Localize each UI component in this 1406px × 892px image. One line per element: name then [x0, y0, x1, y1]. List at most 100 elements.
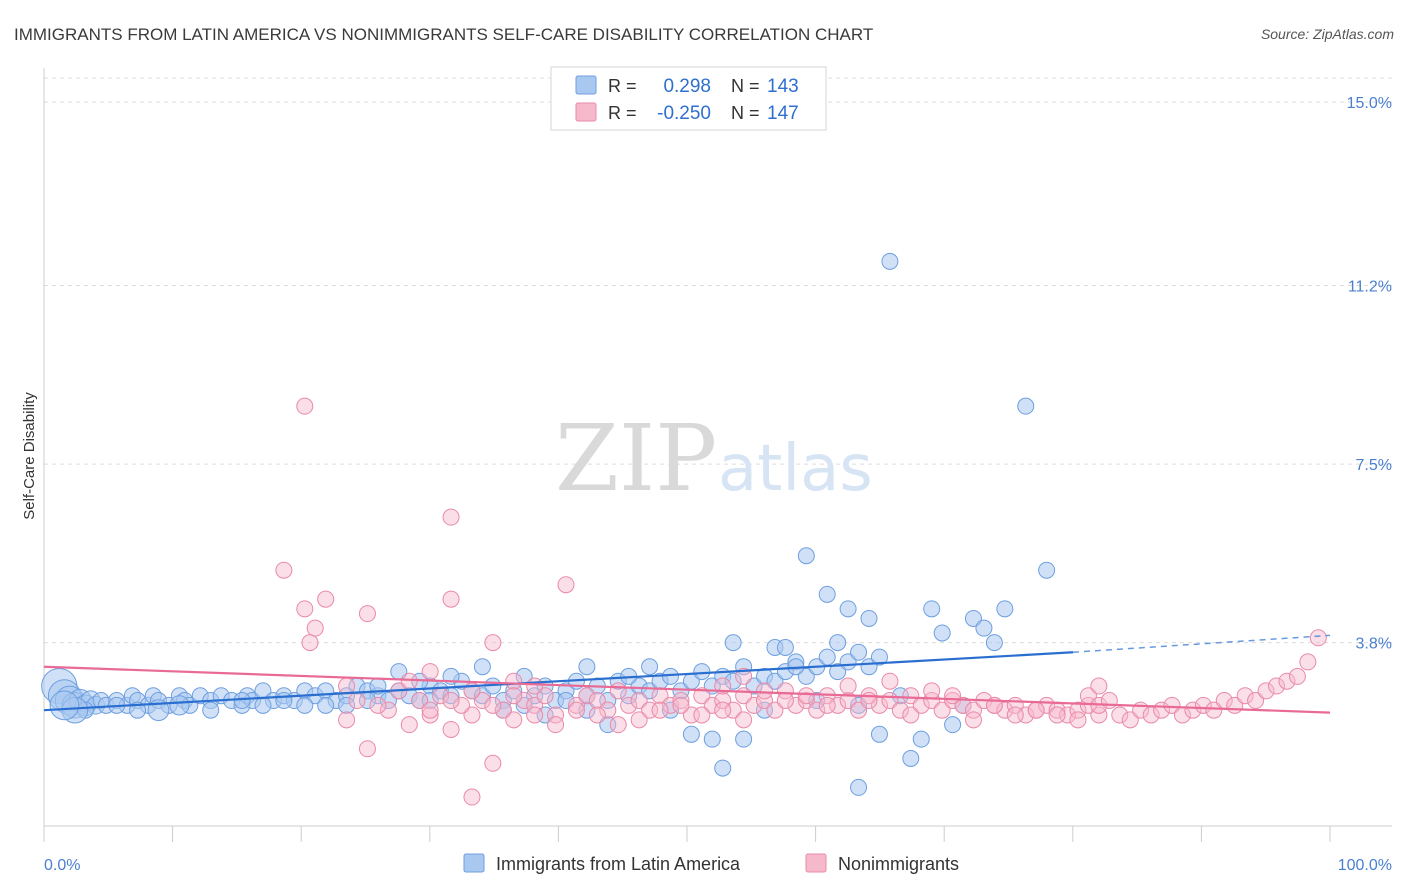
point-nonimmigrants-140 — [400, 672, 418, 690]
point-nonimmigrants-58 — [808, 701, 826, 719]
point-immigrants-109 — [724, 634, 742, 652]
point-nonimmigrants-45 — [672, 692, 690, 710]
axes — [43, 68, 1392, 842]
point-immigrants-148 — [202, 701, 220, 719]
point-immigrants-122 — [870, 725, 888, 743]
point-nonimmigrants-49 — [714, 692, 732, 710]
point-nonimmigrants-88 — [944, 687, 962, 705]
gridlines — [44, 77, 1392, 644]
point-immigrants-77 — [766, 672, 784, 690]
point-nonimmigrants-114 — [1257, 682, 1275, 700]
point-immigrants-107 — [703, 730, 721, 748]
watermark-zip: ZIP — [555, 405, 717, 512]
point-nonimmigrants-107 — [1184, 701, 1202, 719]
point-nonimmigrants-36 — [578, 687, 596, 705]
x-tick-label-min: 0.0% — [44, 857, 80, 874]
point-nonimmigrants-112 — [1236, 687, 1254, 705]
point-nonimmigrants-108 — [1194, 696, 1212, 714]
point-immigrants-127 — [923, 600, 941, 618]
point-immigrants-141 — [338, 696, 356, 714]
point-nonimmigrants-70 — [933, 701, 951, 719]
point-nonimmigrants-71 — [944, 692, 962, 710]
point-nonimmigrants-128 — [588, 706, 606, 724]
point-nonimmigrants-37 — [588, 692, 606, 710]
y-tick-labels: 3.8% 7.5% 11.2% 15.0% — [1347, 95, 1392, 652]
point-nonimmigrants-83 — [1069, 701, 1087, 719]
point-nonimmigrants-99 — [1100, 692, 1118, 710]
legend-n-value-1: 143 — [767, 76, 799, 97]
point-nonimmigrants-91 — [1006, 706, 1024, 724]
point-immigrants-131 — [964, 609, 982, 627]
point-immigrants-68 — [672, 682, 690, 700]
point-nonimmigrants-92 — [1027, 701, 1045, 719]
point-immigrants-119 — [839, 600, 857, 618]
legend-r-label-2: R = — [608, 103, 637, 123]
point-immigrants-142 — [233, 692, 251, 710]
point-nonimmigrants-87 — [923, 682, 941, 700]
point-nonimmigrants-76 — [996, 701, 1014, 719]
point-nonimmigrants-31 — [515, 692, 533, 710]
point-nonimmigrants-38 — [599, 701, 617, 719]
point-nonimmigrants-119 — [1309, 629, 1327, 647]
point-immigrants-117 — [818, 585, 836, 603]
bottom-legend-swatch-blue — [463, 853, 485, 873]
point-nonimmigrants-12 — [358, 740, 376, 758]
point-immigrants-104 — [641, 658, 659, 676]
trend-lines — [43, 634, 1331, 714]
point-immigrants-135 — [1017, 397, 1035, 415]
legend-r-label-1: R = — [608, 76, 637, 96]
point-nonimmigrants-29 — [494, 701, 512, 719]
series-legend: Immigrants from Latin America Nonimmigra… — [463, 853, 959, 874]
point-nonimmigrants-146 — [526, 677, 544, 695]
point-nonimmigrants-134 — [714, 701, 732, 719]
x-tick-label-max: 100.0% — [1338, 857, 1392, 874]
y-tick-label-0: 3.8% — [1356, 636, 1392, 653]
point-nonimmigrants-9 — [484, 634, 502, 652]
point-nonimmigrants-57 — [797, 692, 815, 710]
point-nonimmigrants-3 — [306, 619, 324, 637]
legend-swatch-blue — [575, 75, 597, 95]
point-nonimmigrants-47 — [693, 687, 711, 705]
y-tick-label-2: 11.2% — [1348, 279, 1392, 296]
y-tick-label-3: 15.0% — [1347, 95, 1392, 112]
point-immigrants-73 — [724, 672, 742, 690]
point-nonimmigrants-10 — [557, 576, 575, 594]
point-immigrants-75 — [745, 677, 763, 695]
point-immigrants-134 — [996, 600, 1014, 618]
point-nonimmigrants-62 — [850, 701, 868, 719]
point-nonimmigrants-125 — [818, 696, 836, 714]
point-nonimmigrants-5 — [358, 605, 376, 623]
point-nonimmigrants-138 — [547, 716, 565, 734]
point-nonimmigrants-109 — [1205, 701, 1223, 719]
point-nonimmigrants-13 — [379, 701, 397, 719]
point-nonimmigrants-1 — [296, 600, 314, 618]
point-nonimmigrants-116 — [1278, 672, 1296, 690]
point-nonimmigrants-35 — [567, 696, 585, 714]
point-nonimmigrants-133 — [693, 706, 711, 724]
point-immigrants-65 — [641, 682, 659, 700]
point-immigrants-113 — [776, 638, 794, 656]
y-axis-label: Self-Care Disability — [21, 392, 38, 520]
point-nonimmigrants-145 — [505, 687, 523, 705]
point-nonimmigrants-11 — [338, 711, 356, 729]
point-nonimmigrants-98 — [1090, 677, 1108, 695]
point-nonimmigrants-132 — [672, 696, 690, 714]
trend-immigrants-dashed — [1072, 634, 1331, 654]
point-immigrants-129 — [944, 716, 962, 734]
point-nonimmigrants-94 — [1069, 711, 1087, 729]
legend-r-value-1: 0.298 — [663, 76, 711, 97]
point-nonimmigrants-131 — [651, 701, 669, 719]
point-immigrants-126 — [912, 730, 930, 748]
point-immigrants-120 — [850, 696, 868, 714]
point-immigrants-133 — [985, 634, 1003, 652]
point-nonimmigrants-144 — [484, 696, 502, 714]
point-immigrants-70 — [693, 663, 711, 681]
point-nonimmigrants-32 — [526, 696, 544, 714]
point-nonimmigrants-135 — [735, 711, 753, 729]
point-nonimmigrants-95 — [1090, 706, 1108, 724]
point-nonimmigrants-121 — [735, 667, 753, 685]
point-nonimmigrants-72 — [954, 696, 972, 714]
point-immigrants-106 — [682, 725, 700, 743]
point-nonimmigrants-69 — [923, 692, 941, 710]
point-nonimmigrants-86 — [902, 706, 920, 724]
